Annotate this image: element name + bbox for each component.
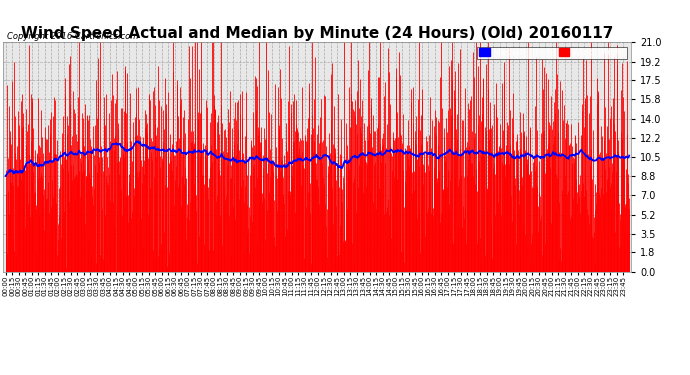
- Legend: Median (mph), Wind (mph): Median (mph), Wind (mph): [477, 46, 627, 59]
- Title: Wind Speed Actual and Median by Minute (24 Hours) (Old) 20160117: Wind Speed Actual and Median by Minute (…: [21, 26, 613, 41]
- Text: Copyright 2016 Cartronics.com: Copyright 2016 Cartronics.com: [7, 32, 138, 41]
